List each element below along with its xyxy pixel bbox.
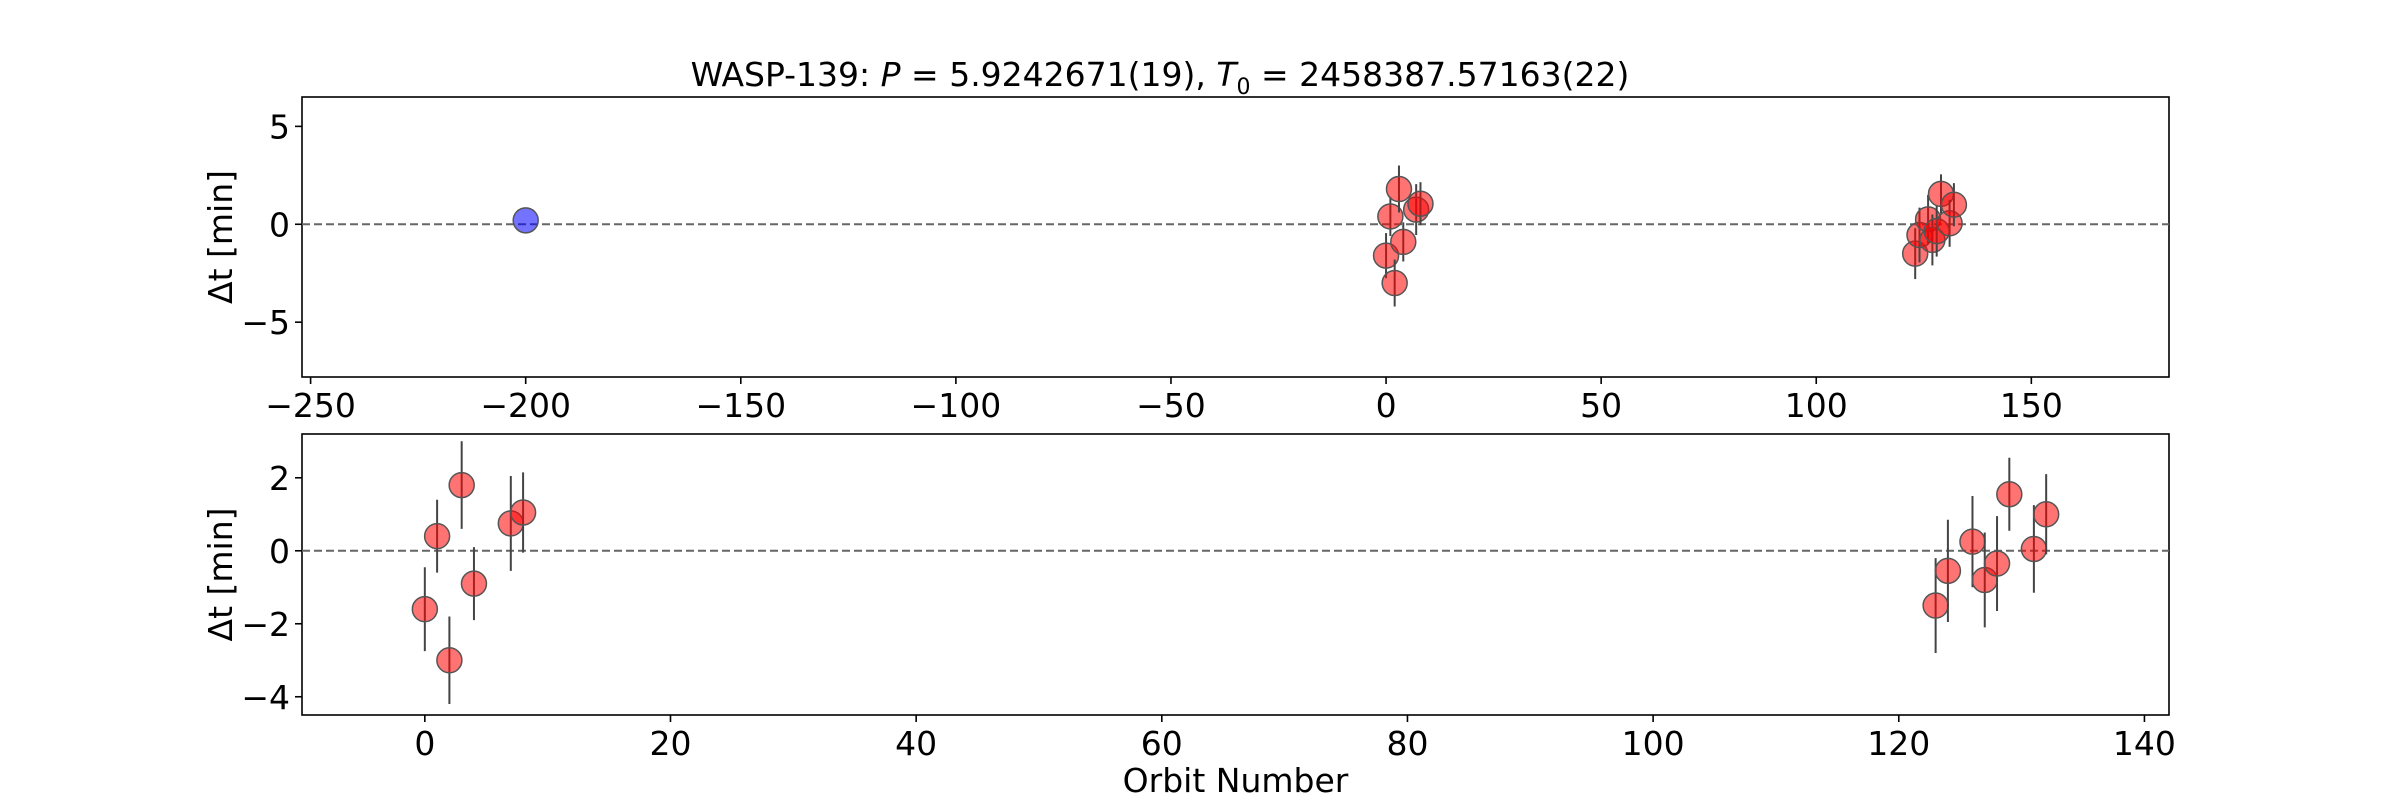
- axes-frame: [301, 96, 2170, 378]
- x-tick-label: −100: [911, 386, 1002, 425]
- x-axis-label: Orbit Number: [1123, 761, 1349, 800]
- x-tick-label: 100: [1622, 724, 1685, 763]
- x-tick-label: 80: [1386, 724, 1428, 763]
- x-tick-label: 0: [1376, 386, 1397, 425]
- title-period-value: = 5.9242671(19),: [901, 55, 1217, 94]
- y-tick-label: 5: [269, 107, 290, 146]
- data-point: [509, 499, 537, 526]
- y-tick-label: 2: [269, 459, 290, 498]
- x-tick-label: −250: [265, 386, 356, 425]
- title-target: WASP-139:: [691, 55, 881, 94]
- data-point: [460, 570, 488, 597]
- title-epoch-value: = 2458387.57163(22): [1251, 55, 1630, 94]
- x-tick-label: −200: [480, 386, 571, 425]
- data-point: [2020, 535, 2048, 563]
- data-point: [423, 522, 451, 550]
- data-point: [2032, 501, 2060, 528]
- y-axis-label: Δt [min]: [201, 170, 240, 304]
- y-axis-label: Δt [min]: [201, 508, 240, 642]
- data-point: [1390, 228, 1417, 256]
- y-tick-label: −4: [241, 678, 290, 717]
- y-tick-label: −2: [241, 605, 290, 644]
- x-tick-label: −150: [695, 386, 786, 425]
- title-period-symbol: P: [881, 55, 901, 94]
- x-tick-label: 150: [2000, 386, 2063, 425]
- data-point: [512, 207, 539, 234]
- x-tick-label: 60: [1141, 724, 1183, 763]
- x-tick-label: 0: [414, 724, 435, 763]
- data-point: [1959, 528, 1986, 555]
- bottom-panel: 0 20 40 60 80 100 120 140 −4 −2 0 2 Δt [min] Orbit Nu…: [201, 433, 2176, 800]
- title-epoch-symbol: T: [1216, 55, 1239, 94]
- data-point: [1922, 592, 1949, 619]
- data-point: [436, 647, 463, 674]
- data-point: [1381, 269, 1408, 297]
- x-tick-label: −50: [1136, 386, 1206, 425]
- x-tick-label: 100: [1785, 386, 1848, 425]
- chart-title: WASP-139: P = 5.9242671(19), T0 = 245838…: [691, 55, 1630, 100]
- x-tick-label: 20: [649, 724, 691, 763]
- x-tick-label: 120: [1867, 724, 1930, 763]
- data-point: [1385, 175, 1413, 203]
- data-point: [1377, 203, 1404, 230]
- data-point: [1934, 557, 1962, 585]
- data-point: [1940, 191, 1968, 218]
- x-tick-label: 40: [895, 724, 937, 763]
- x-tick-label: 140: [2113, 724, 2176, 763]
- y-tick-label: −5: [241, 303, 290, 342]
- data-point: [1996, 480, 2023, 508]
- data-point: [411, 595, 439, 623]
- axes-frame: [301, 433, 2170, 716]
- data-point: [448, 471, 475, 499]
- x-tick-label: 50: [1580, 386, 1622, 425]
- title-epoch-subscript: 0: [1237, 75, 1251, 100]
- y-tick-label: 0: [269, 532, 290, 571]
- data-point: [1983, 550, 2011, 577]
- data-point: [1407, 190, 1434, 217]
- y-tick-label: 0: [269, 205, 290, 244]
- data-point: [1372, 242, 1400, 269]
